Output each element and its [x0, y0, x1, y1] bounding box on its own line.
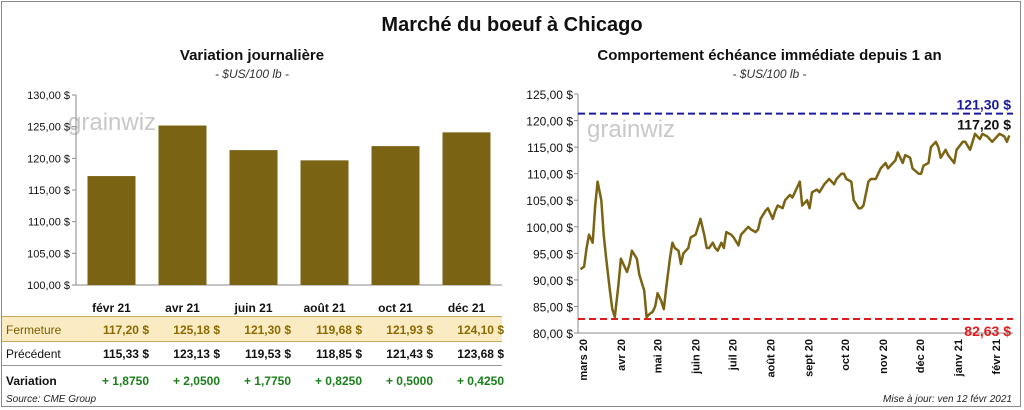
- y-tick-label: 105,00 $: [526, 194, 573, 208]
- last-price-label: 117,20 $: [957, 116, 1011, 132]
- bar: [87, 176, 136, 285]
- table-cell: + 1,7750: [243, 374, 291, 388]
- table-row: Précédent 115,33 $ 123,13 $ 119,53 $ 118,85 …: [2, 341, 504, 366]
- bar: [229, 150, 278, 285]
- y-tick-label: 110,00 $: [28, 217, 70, 229]
- y-tick-label: 115,00 $: [527, 141, 573, 155]
- x-tick-label: févr 21: [991, 339, 1003, 374]
- source-note: Source: CME Group: [6, 394, 97, 405]
- table-cell: + 0,5000: [385, 374, 433, 388]
- y-tick-label: 85,00 $: [533, 300, 573, 314]
- table-cell: 119,53 $: [244, 347, 291, 361]
- y-tick-label: 120,00 $: [526, 115, 573, 129]
- table-cell: 117,20 $: [102, 323, 149, 337]
- x-tick-label: déc 21: [448, 301, 486, 315]
- x-tick-label: sept 20: [803, 339, 815, 377]
- y-tick-label: 125,00 $: [526, 88, 573, 102]
- row-label: Variation: [6, 374, 57, 388]
- x-tick-label: juin 20: [691, 339, 703, 375]
- right-chart-title: Comportement échéance immédiate depuis 1…: [597, 47, 942, 64]
- bar: [442, 132, 491, 285]
- left-chart-unit: - $US/100 lb -: [214, 67, 290, 81]
- row-label: Fermeture: [6, 323, 62, 337]
- grainwiz-watermark: grainwiz: [68, 109, 156, 136]
- table-cell: 121,43 $: [386, 347, 433, 361]
- x-tick-label: oct 21: [378, 301, 413, 315]
- x-tick-label: oct 20: [840, 339, 852, 371]
- y-tick-label: 100,00 $: [526, 221, 573, 235]
- table-row: Variation + 1,8750 + 2,0500 + 1,7750 + 0,825…: [2, 368, 504, 392]
- low-label: 82,63 $: [964, 323, 1011, 339]
- table-cell: 123,13 $: [173, 347, 220, 361]
- price-series-line: [579, 132, 1011, 319]
- x-tick-label: avr 21: [165, 301, 200, 315]
- table-cell: 121,93 $: [386, 323, 433, 337]
- table-cell: 115,33 $: [102, 347, 149, 361]
- page-title: Marché du boeuf à Chicago: [381, 14, 643, 36]
- bar: [158, 125, 207, 285]
- x-tick-label: juil 20: [727, 339, 739, 371]
- table-cell: + 2,0500: [172, 374, 220, 388]
- table-row: Fermeture 117,20 $ 125,18 $ 121,30 $ 119,68 …: [2, 316, 504, 342]
- grainwiz-watermark: grainwiz: [587, 116, 675, 143]
- y-tick-label: 110,00 $: [527, 168, 573, 182]
- table-cell: + 0,4250: [456, 374, 504, 388]
- table-cell: 123,68 $: [457, 347, 504, 361]
- x-tick-label: juin 21: [233, 301, 272, 315]
- x-tick-label: août 21: [303, 301, 345, 315]
- x-tick-label: avr 20: [616, 339, 628, 371]
- x-tick-label: mars 20: [578, 339, 590, 381]
- bar-chart: grainwiz 130,00 $ 125,00 $ 120,00 $ 115,00 …: [27, 90, 502, 315]
- table-cell: + 0,8250: [314, 374, 362, 388]
- bar: [371, 146, 420, 285]
- line-chart: grainwiz 125,00 $ 120,00 $ 115,00 $ 110,00 …: [526, 88, 1013, 381]
- table-cell: 124,10 $: [457, 323, 504, 337]
- table-cell: 119,68 $: [315, 323, 362, 337]
- x-tick-label: août 20: [765, 339, 777, 378]
- y-tick-label: 125,00 $: [27, 122, 70, 134]
- update-note: Mise à jour: ven 12 févr 2021: [883, 394, 1012, 405]
- y-tick-label: 80,00 $: [533, 327, 573, 341]
- table-cell: 118,85 $: [315, 347, 362, 361]
- left-chart-title: Variation journalière: [179, 47, 325, 64]
- x-tick-label: mai 20: [653, 339, 665, 373]
- y-tick-label: 90,00 $: [533, 274, 573, 288]
- bar: [300, 160, 349, 285]
- y-tick-label: 105,00 $: [27, 248, 70, 260]
- table-cell: + 1,8750: [101, 374, 149, 388]
- x-tick-label: janv 21: [953, 339, 965, 377]
- right-chart-unit: - $US/100 lb -: [732, 67, 807, 81]
- y-tick-label: 115,00 $: [28, 185, 70, 197]
- x-tick-label: déc 20: [915, 339, 927, 373]
- y-tick-label: 130,00 $: [27, 90, 70, 102]
- y-tick-label: 95,00 $: [533, 247, 573, 261]
- row-label: Précédent: [6, 347, 61, 361]
- high-label: 121,30 $: [957, 97, 1012, 113]
- y-tick-label: 100,00 $: [27, 280, 70, 292]
- x-tick-label: nov 20: [878, 339, 890, 374]
- table-cell: 121,30 $: [244, 323, 291, 337]
- table-cell: 125,18 $: [173, 323, 220, 337]
- y-tick-label: 120,00 $: [27, 153, 70, 165]
- x-tick-label: févr 21: [92, 301, 131, 315]
